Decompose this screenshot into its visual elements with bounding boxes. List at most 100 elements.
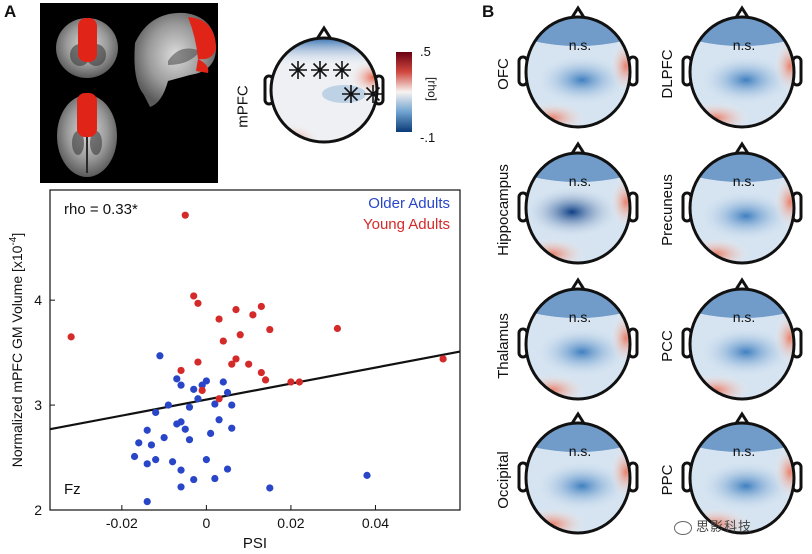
wechat-icon	[674, 520, 692, 535]
axial-slice	[57, 93, 117, 177]
data-point	[295, 378, 303, 386]
coronal-slice	[56, 18, 118, 78]
topomap-region-label: PPC	[659, 464, 676, 495]
head-outline	[524, 287, 632, 401]
panel-b-letter: B	[482, 2, 495, 21]
legend-entry: Young Adults	[363, 216, 450, 233]
data-point	[185, 403, 194, 411]
electrode-label: Fz	[64, 481, 81, 498]
nose-outline	[733, 277, 751, 292]
data-point	[190, 475, 198, 484]
topomap-region-label: Thalamus	[495, 313, 512, 379]
y-tick-label: 4	[34, 292, 42, 308]
watermark: 思影科技	[674, 516, 752, 535]
head-outline	[688, 287, 796, 401]
data-point	[152, 456, 160, 464]
topomap-stat-label: n.s.	[569, 309, 592, 325]
data-point	[215, 315, 223, 323]
x-tick-label: -0.02	[106, 515, 138, 531]
y-axis-label-exponent: -4	[8, 236, 19, 245]
data-point	[232, 355, 240, 363]
topomap-occipital: Occipital n.s.	[495, 411, 639, 535]
topomap-region-label: Occipital	[495, 451, 512, 509]
topomap-region-label: OFC	[495, 58, 512, 90]
data-point	[173, 375, 181, 383]
y-tick-label: 3	[34, 397, 42, 413]
y-axis-label: Normalized mPFC GM Volume [x10-4]	[8, 233, 25, 468]
data-point	[223, 388, 232, 397]
colorbar	[396, 52, 412, 132]
nose-outline	[569, 141, 587, 156]
data-point	[249, 311, 257, 319]
mri-brain-image	[40, 3, 218, 183]
topomap-thalamus: Thalamus n.s.	[495, 277, 639, 401]
data-point	[266, 484, 274, 492]
topomap-surface	[690, 17, 794, 127]
sagittal-slice	[134, 12, 216, 107]
x-tick-label: 0	[202, 515, 210, 531]
significance-asterisk	[289, 61, 307, 79]
data-point	[168, 458, 177, 466]
topomap-pcc: PCC n.s.	[659, 277, 803, 401]
data-point	[215, 416, 223, 424]
nose-outline	[569, 411, 587, 426]
topomap-surface	[526, 153, 630, 263]
data-point	[181, 425, 189, 433]
topomap-precuneus: Precuneus n.s.	[659, 141, 803, 265]
data-point	[190, 385, 198, 393]
data-point	[219, 378, 227, 386]
topomap-stat-label: n.s.	[733, 37, 756, 53]
topomap-ppc: PPC n.s.	[659, 411, 803, 535]
topomap-region-label: DLPFC	[659, 49, 676, 98]
topomap-dlpfc: DLPFC n.s.	[659, 5, 803, 129]
topomap-hippocampus: Hippocampus n.s.	[495, 141, 639, 265]
data-point	[333, 324, 342, 333]
topomap-ofc: OFC n.s.	[495, 5, 639, 129]
nose-outline	[569, 277, 587, 292]
panel-a-letter: A	[4, 2, 17, 21]
topomap-stat-label: n.s.	[569, 37, 592, 53]
topomap-stat-label: n.s.	[733, 309, 756, 325]
data-point	[257, 302, 265, 311]
data-point	[198, 386, 206, 394]
significance-asterisk	[342, 85, 360, 103]
x-axis-label: PSI	[243, 535, 267, 552]
nose-outline	[733, 141, 751, 156]
data-point	[143, 498, 151, 506]
data-point	[223, 465, 232, 473]
x-tick-label: 0.02	[277, 515, 304, 531]
x-tick-label: 0.04	[362, 515, 389, 531]
y-axis-label-text: Normalized mPFC GM Volume [x10	[9, 245, 25, 467]
regression-line	[49, 350, 461, 431]
significance-asterisk	[333, 61, 351, 79]
data-point	[152, 408, 160, 417]
data-point	[160, 434, 168, 442]
data-point	[177, 381, 185, 389]
topo-region-label: mPFC	[234, 85, 252, 128]
topomap-surface	[526, 289, 630, 399]
data-point	[194, 395, 202, 403]
data-point	[261, 376, 270, 384]
head-outline	[524, 421, 632, 535]
y-tick-label: 2	[34, 502, 42, 518]
colorbar-max-label: .5	[420, 44, 431, 59]
data-point	[287, 378, 295, 386]
legend-entry: Older Adults	[368, 195, 450, 212]
data-point	[236, 331, 244, 339]
data-point	[143, 460, 151, 468]
data-point	[439, 355, 447, 363]
data-point	[143, 426, 151, 434]
data-point	[135, 439, 143, 447]
data-point	[164, 401, 172, 409]
data-point	[211, 474, 219, 483]
topomap-stat-label: n.s.	[733, 443, 756, 459]
topomap-surface	[690, 153, 794, 263]
scatter-chart: -0.02 0 0.02 0.04 2 3 4 PSI Normalized mPFC GM V…	[8, 189, 461, 552]
topomap-stat-label: n.s.	[569, 443, 592, 459]
data-point	[363, 471, 371, 479]
topomap-stat-label: n.s.	[569, 173, 592, 189]
topomap-grid: OFC n.s. DLPFC n.s. Hippocampus n.s. Precuneus…	[490, 0, 812, 554]
data-point	[245, 360, 253, 368]
topomap-surface	[526, 17, 630, 127]
head-outline	[524, 15, 632, 129]
